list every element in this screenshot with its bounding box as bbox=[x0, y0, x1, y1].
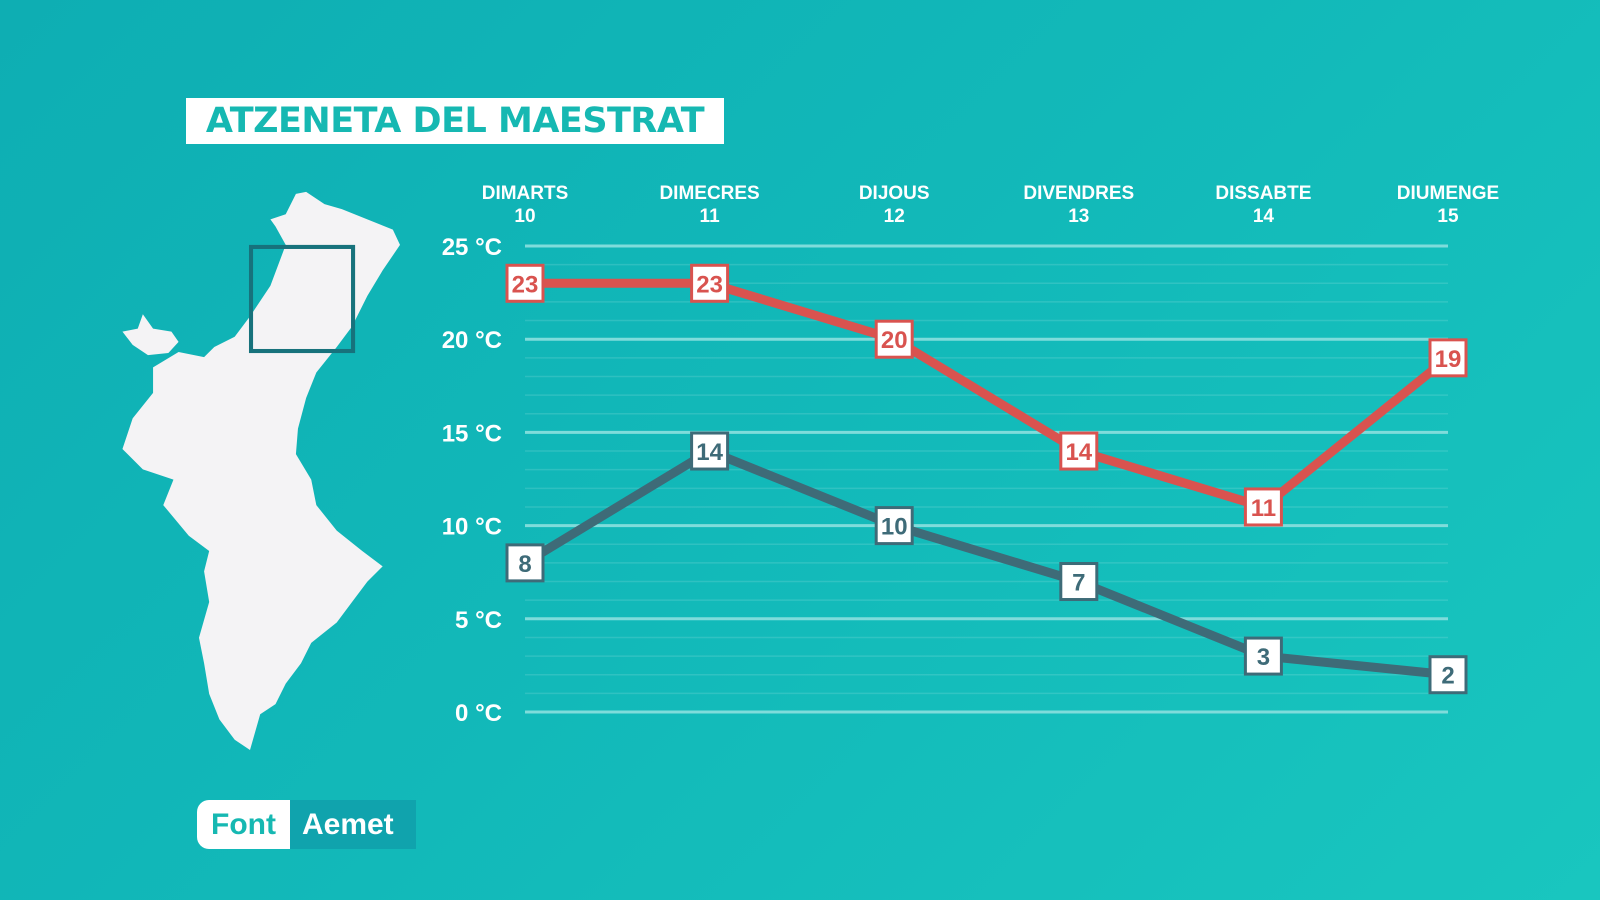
x-day-label: DIMARTS bbox=[482, 183, 569, 204]
min-data-label: 2 bbox=[1441, 663, 1454, 690]
max-point-marker bbox=[1428, 338, 1468, 378]
x-date-label: 15 bbox=[1437, 206, 1459, 227]
title-box: ATZENETA DEL MAESTRAT bbox=[186, 98, 724, 144]
max-data-label: 20 bbox=[881, 327, 908, 354]
min-point-marker bbox=[874, 506, 914, 546]
min-data-label: 14 bbox=[696, 439, 723, 466]
min-point-marker bbox=[690, 431, 730, 471]
y-tick-label: 25 °C bbox=[442, 234, 502, 261]
x-date-label: 11 bbox=[700, 206, 721, 227]
max-series-line bbox=[525, 278, 1451, 512]
max-point: 23 bbox=[505, 263, 545, 303]
x-date-label: 12 bbox=[884, 206, 905, 227]
min-point-marker bbox=[505, 543, 545, 583]
max-data-label: 14 bbox=[1065, 439, 1092, 466]
min-data-label: 8 bbox=[518, 551, 531, 578]
min-data-label: 10 bbox=[881, 514, 908, 541]
max-point-marker bbox=[505, 263, 545, 303]
min-point: 8 bbox=[505, 543, 545, 583]
x-day-label: DIUMENGE bbox=[1397, 183, 1499, 204]
max-data-label: 23 bbox=[512, 271, 539, 298]
min-point: 14 bbox=[690, 431, 730, 471]
location-marker bbox=[248, 244, 356, 354]
max-point: 14 bbox=[1059, 431, 1099, 471]
max-point: 19 bbox=[1428, 338, 1468, 378]
max-point: 23 bbox=[690, 263, 730, 303]
max-point-marker bbox=[874, 319, 914, 359]
min-point: 3 bbox=[1243, 636, 1283, 676]
y-tick-label: 5 °C bbox=[455, 607, 502, 634]
x-day-label: DISSABTE bbox=[1215, 183, 1311, 204]
x-date-label: 14 bbox=[1253, 206, 1275, 227]
y-tick-label: 10 °C bbox=[442, 514, 502, 541]
x-day-label: DIJOUS bbox=[859, 183, 930, 204]
max-data-label: 19 bbox=[1435, 346, 1462, 373]
y-tick-label: 15 °C bbox=[442, 420, 502, 447]
source-value: Aemet bbox=[289, 800, 416, 849]
max-point: 20 bbox=[874, 319, 914, 359]
max-point-marker bbox=[690, 263, 730, 303]
min-point: 7 bbox=[1059, 562, 1099, 602]
min-series-line bbox=[522, 446, 1449, 680]
source-label: Font bbox=[197, 800, 290, 849]
x-date-label: 10 bbox=[514, 206, 535, 227]
x-date-label: 13 bbox=[1068, 206, 1089, 227]
region-silhouette bbox=[122, 191, 401, 750]
max-point-marker bbox=[1243, 487, 1283, 527]
y-tick-label: 0 °C bbox=[455, 700, 502, 727]
min-point-marker bbox=[1243, 636, 1283, 676]
min-point: 2 bbox=[1428, 655, 1468, 695]
x-day-label: DIVENDRES bbox=[1023, 183, 1134, 204]
page-title: ATZENETA DEL MAESTRAT bbox=[205, 101, 705, 141]
min-point: 10 bbox=[874, 506, 914, 546]
min-data-label: 3 bbox=[1257, 644, 1270, 671]
max-point-marker bbox=[1059, 431, 1099, 471]
min-data-label: 7 bbox=[1072, 570, 1085, 597]
min-point-marker bbox=[1428, 655, 1468, 695]
max-point: 11 bbox=[1243, 487, 1283, 527]
source-badge: Font Aemet bbox=[197, 800, 416, 849]
island bbox=[122, 314, 179, 356]
x-day-label: DIMECRES bbox=[659, 183, 759, 204]
max-data-label: 11 bbox=[1251, 495, 1276, 522]
min-point-marker bbox=[1059, 562, 1099, 602]
max-data-label: 23 bbox=[696, 271, 723, 298]
y-tick-label: 20 °C bbox=[442, 327, 502, 354]
